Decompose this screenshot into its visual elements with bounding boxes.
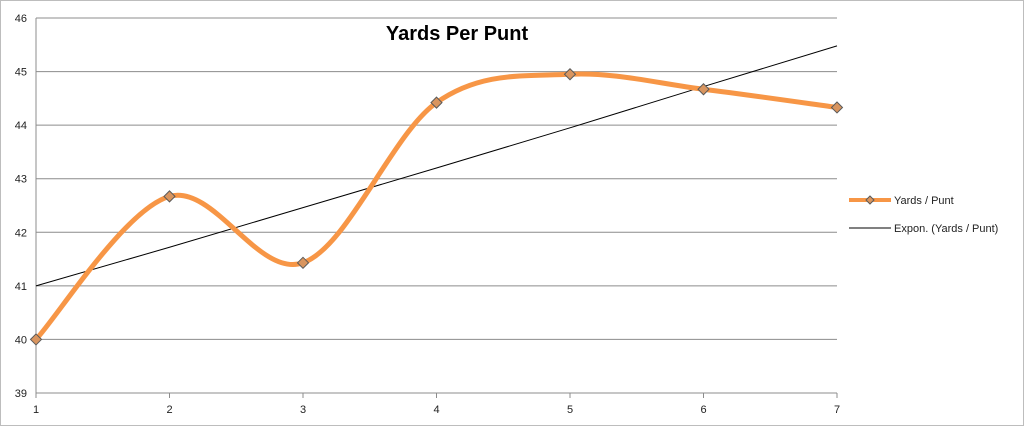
legend-marker-icon bbox=[865, 195, 875, 205]
legend: Yards / Punt Expon. (Yards / Punt) bbox=[849, 195, 998, 235]
gridlines bbox=[36, 17, 837, 394]
y-tick-label: 44 bbox=[15, 120, 27, 132]
y-tick-label: 39 bbox=[15, 388, 27, 400]
data-point-marker bbox=[29, 333, 43, 346]
series-layer bbox=[29, 68, 844, 346]
y-tick-label: 40 bbox=[15, 334, 27, 346]
x-tick-label: 4 bbox=[433, 404, 439, 416]
data-point-marker bbox=[430, 96, 443, 109]
y-tick-label: 42 bbox=[15, 227, 27, 239]
data-point-marker bbox=[296, 256, 310, 270]
legend-label-yards-per-punt: Yards / Punt bbox=[894, 195, 954, 207]
series-line-yards-per-punt bbox=[33, 71, 840, 342]
legend-label-trendline: Expon. (Yards / Punt) bbox=[894, 223, 998, 235]
data-point-marker bbox=[830, 101, 844, 114]
x-tick-label: 5 bbox=[567, 404, 573, 416]
x-tick-label: 6 bbox=[700, 404, 706, 416]
y-tick-label: 41 bbox=[15, 281, 27, 293]
x-tick-label: 7 bbox=[834, 404, 840, 416]
trendline-expon bbox=[35, 45, 838, 287]
chart-title: Yards Per Punt bbox=[386, 23, 529, 45]
x-tick-label: 1 bbox=[33, 404, 39, 416]
axes bbox=[35, 18, 838, 398]
x-tick-label: 2 bbox=[166, 404, 172, 416]
data-point-marker bbox=[697, 83, 710, 96]
x-tick-label: 3 bbox=[300, 404, 306, 416]
y-tick-label: 45 bbox=[15, 67, 27, 79]
trendline-layer bbox=[35, 45, 838, 287]
y-tick-label: 46 bbox=[15, 13, 27, 25]
y-tick-label: 43 bbox=[15, 174, 27, 186]
data-point-marker bbox=[163, 190, 176, 203]
data-point-marker bbox=[563, 68, 577, 81]
